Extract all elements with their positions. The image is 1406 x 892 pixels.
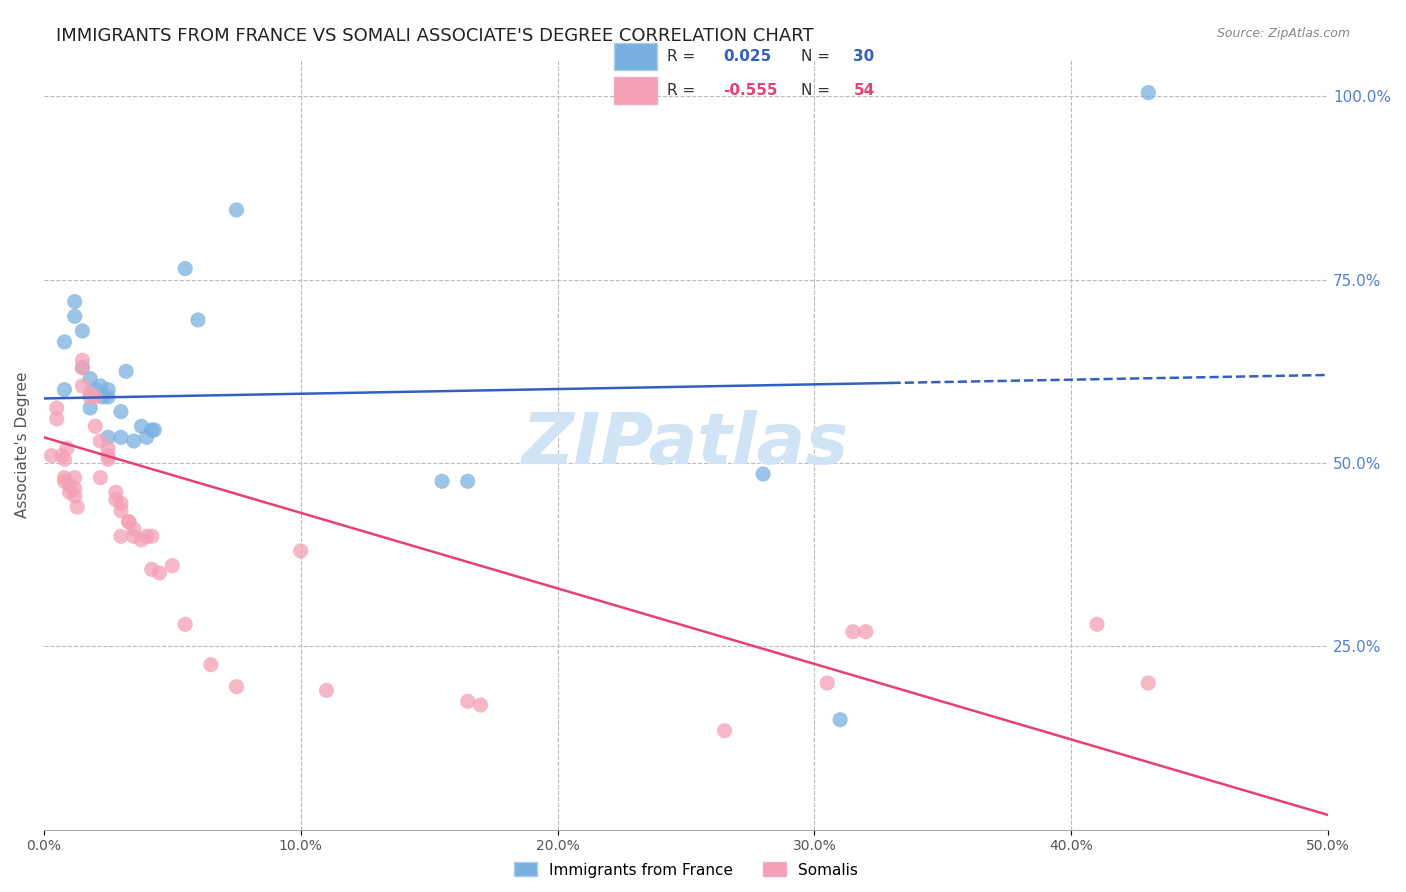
Point bbox=[187, 313, 209, 327]
Point bbox=[45, 401, 67, 415]
Point bbox=[122, 434, 145, 448]
Point bbox=[97, 383, 120, 397]
Legend: Immigrants from France, Somalis: Immigrants from France, Somalis bbox=[508, 856, 865, 884]
Text: 54: 54 bbox=[853, 83, 875, 98]
Point bbox=[713, 723, 735, 738]
Point bbox=[174, 261, 197, 276]
Text: R =: R = bbox=[666, 49, 696, 63]
Point bbox=[63, 489, 86, 503]
Text: N =: N = bbox=[801, 83, 830, 98]
Point bbox=[225, 680, 247, 694]
Point bbox=[79, 390, 101, 404]
Point bbox=[72, 324, 94, 338]
Text: Source: ZipAtlas.com: Source: ZipAtlas.com bbox=[1216, 27, 1350, 40]
Point bbox=[53, 475, 76, 489]
Point bbox=[97, 452, 120, 467]
Point bbox=[141, 562, 163, 576]
FancyBboxPatch shape bbox=[614, 78, 657, 104]
Point bbox=[53, 452, 76, 467]
Point bbox=[63, 482, 86, 496]
Point bbox=[162, 558, 184, 573]
Point bbox=[143, 423, 166, 437]
Text: R =: R = bbox=[666, 83, 696, 98]
Point bbox=[53, 470, 76, 484]
Point bbox=[855, 624, 877, 639]
Point bbox=[141, 529, 163, 543]
Point bbox=[53, 383, 76, 397]
Point bbox=[115, 364, 138, 378]
Point bbox=[200, 657, 222, 672]
Point bbox=[58, 478, 80, 492]
Point bbox=[315, 683, 337, 698]
FancyBboxPatch shape bbox=[614, 44, 657, 70]
Point bbox=[79, 371, 101, 385]
Point bbox=[53, 334, 76, 349]
Point bbox=[110, 496, 132, 510]
Point bbox=[58, 485, 80, 500]
Point bbox=[457, 694, 479, 708]
Point bbox=[91, 390, 114, 404]
Point bbox=[470, 698, 492, 712]
Point bbox=[118, 515, 141, 529]
Point bbox=[79, 401, 101, 415]
Point bbox=[148, 566, 170, 580]
Point bbox=[84, 383, 107, 397]
Y-axis label: Associate's Degree: Associate's Degree bbox=[15, 371, 30, 518]
Point bbox=[225, 202, 247, 217]
Text: N =: N = bbox=[801, 49, 830, 63]
Point bbox=[122, 529, 145, 543]
Point bbox=[84, 390, 107, 404]
Point bbox=[174, 617, 197, 632]
Point bbox=[72, 353, 94, 368]
Point bbox=[104, 492, 127, 507]
Point bbox=[122, 522, 145, 536]
Point bbox=[131, 419, 153, 434]
Point bbox=[131, 533, 153, 547]
Text: 0.025: 0.025 bbox=[723, 49, 772, 63]
Point bbox=[97, 442, 120, 456]
Text: IMMIGRANTS FROM FRANCE VS SOMALI ASSOCIATE'S DEGREE CORRELATION CHART: IMMIGRANTS FROM FRANCE VS SOMALI ASSOCIA… bbox=[56, 27, 814, 45]
Point bbox=[79, 386, 101, 401]
Point bbox=[89, 434, 111, 448]
Point bbox=[1085, 617, 1108, 632]
Point bbox=[815, 676, 838, 690]
Point bbox=[89, 470, 111, 484]
Point bbox=[63, 470, 86, 484]
Text: 30: 30 bbox=[853, 49, 875, 63]
Point bbox=[457, 475, 479, 489]
Point bbox=[97, 449, 120, 463]
Point bbox=[118, 515, 141, 529]
Point bbox=[45, 412, 67, 426]
Point bbox=[110, 404, 132, 418]
Point bbox=[51, 449, 73, 463]
Point bbox=[110, 503, 132, 517]
Point bbox=[290, 544, 312, 558]
Point bbox=[104, 485, 127, 500]
Point bbox=[1137, 676, 1160, 690]
Point bbox=[97, 430, 120, 444]
Point bbox=[56, 442, 79, 456]
Point bbox=[830, 713, 852, 727]
Point bbox=[110, 430, 132, 444]
Point bbox=[110, 529, 132, 543]
Point bbox=[84, 419, 107, 434]
Point bbox=[752, 467, 775, 481]
Point bbox=[66, 500, 89, 514]
Text: ZIPatlas: ZIPatlas bbox=[522, 410, 849, 479]
Text: -0.555: -0.555 bbox=[723, 83, 778, 98]
Point bbox=[72, 379, 94, 393]
Point bbox=[63, 310, 86, 324]
Point bbox=[72, 360, 94, 375]
Point bbox=[72, 360, 94, 375]
Point bbox=[430, 475, 453, 489]
Point bbox=[135, 529, 157, 543]
Point bbox=[842, 624, 865, 639]
Point bbox=[141, 423, 163, 437]
Point bbox=[135, 430, 157, 444]
Point bbox=[1137, 86, 1160, 100]
Point bbox=[63, 294, 86, 309]
Point bbox=[97, 390, 120, 404]
Point bbox=[41, 449, 63, 463]
Point bbox=[89, 379, 111, 393]
